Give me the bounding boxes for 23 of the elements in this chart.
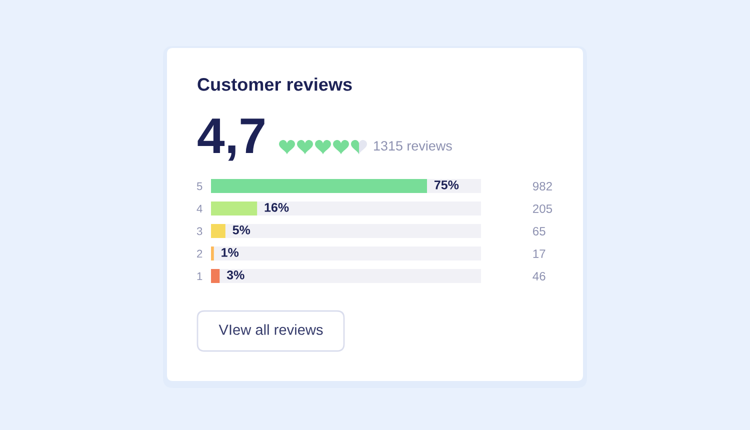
y2-tick-label: 65 (533, 226, 546, 236)
data-label: 5% (232, 226, 250, 234)
text: 1315 reviews (374, 140, 452, 151)
y2-tick-label: 46 (532, 272, 546, 280)
y-tick-label: 5 (196, 182, 202, 190)
data-label: 75% (434, 180, 459, 190)
y-tick-label: 3 (196, 227, 202, 236)
bar (211, 224, 226, 238)
y2-tick-label: 982 (532, 182, 552, 190)
y2-tick-label: 17 (533, 250, 546, 258)
chart-title: Customer reviews (198, 78, 352, 91)
bar (211, 269, 220, 283)
bar (211, 246, 214, 260)
text: VIew all reviews (218, 324, 323, 335)
y-tick-label: 1 (197, 272, 202, 280)
data-label: 3% (226, 270, 244, 280)
y-tick-label: 2 (197, 250, 202, 258)
y-tick-label: 4 (196, 204, 202, 213)
y2-tick-label: 205 (532, 204, 552, 213)
data-label: 1% (222, 248, 239, 257)
bar (211, 202, 258, 216)
data-label: 16% (264, 203, 289, 212)
text: 4,7 (198, 118, 264, 161)
